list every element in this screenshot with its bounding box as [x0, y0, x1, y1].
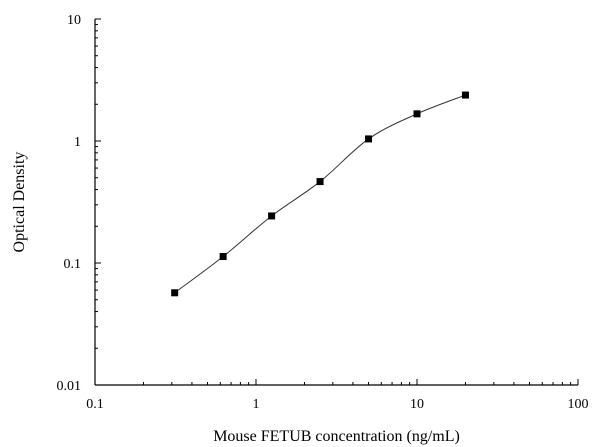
x-tick-label: 0.1 — [86, 397, 104, 412]
data-points — [171, 91, 469, 297]
data-point — [413, 110, 421, 118]
y-axis-title: Optical Density — [11, 152, 28, 253]
x-tick-label: 1 — [253, 397, 260, 412]
x-tick-label: 10 — [410, 397, 424, 412]
y-ticks: 0.01 0.1 1 10 — [57, 13, 101, 394]
x-ticks: 0.1 1 10 100 — [86, 379, 589, 412]
fit-curve — [174, 94, 466, 294]
x-tick-label: 100 — [568, 397, 589, 412]
y-tick-label: 0.01 — [57, 379, 82, 394]
axes — [94, 19, 578, 386]
x-axis-title: Mouse FETUB concentration (ng/mL) — [213, 428, 460, 445]
y-tick-label: 0.1 — [64, 257, 82, 272]
data-point — [268, 212, 276, 220]
data-point — [316, 178, 324, 186]
data-point — [219, 253, 227, 261]
y-tick-label: 10 — [67, 13, 81, 28]
y-tick-label: 1 — [74, 135, 81, 150]
data-point — [461, 91, 469, 99]
data-point — [365, 135, 373, 143]
data-point — [171, 289, 179, 297]
